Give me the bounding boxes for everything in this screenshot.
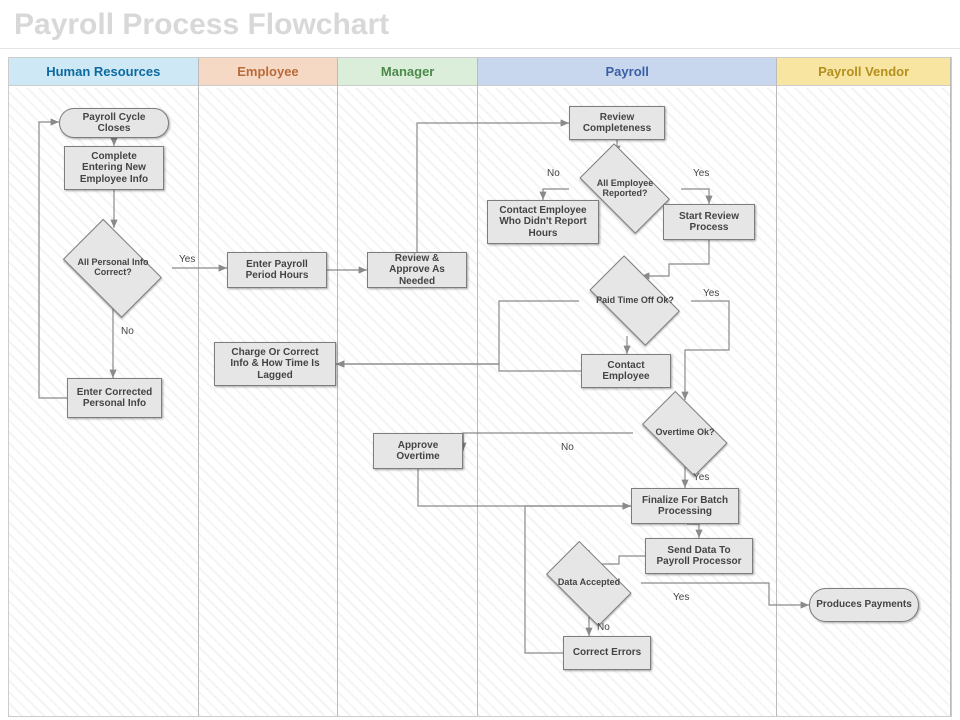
lane-emp-header: Employee <box>199 58 338 86</box>
lane-mgr-header: Manager <box>338 58 477 86</box>
lane-vendor: Payroll Vendor <box>777 58 951 716</box>
swimlane-container: Human Resources Employee Manager Payroll… <box>8 57 952 717</box>
lane-payroll: Payroll <box>478 58 777 716</box>
lane-hr-header: Human Resources <box>9 58 198 86</box>
lane-payroll-header: Payroll <box>478 58 776 86</box>
lane-emp: Employee <box>199 58 339 716</box>
lane-hr: Human Resources <box>9 58 199 716</box>
page-title: Payroll Process Flowchart <box>0 0 960 49</box>
lane-mgr: Manager <box>338 58 478 716</box>
lane-vendor-header: Payroll Vendor <box>777 58 950 86</box>
